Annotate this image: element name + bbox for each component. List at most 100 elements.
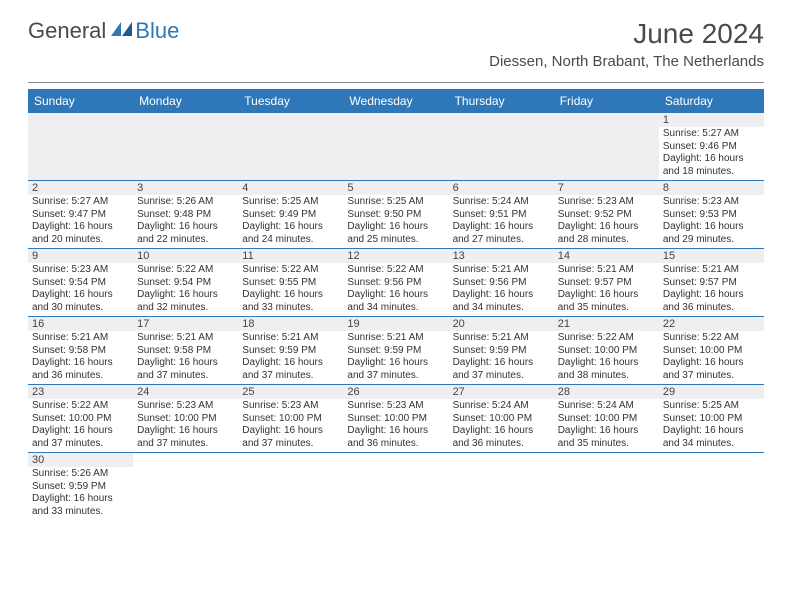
day-line-d2: and 36 minutes. <box>32 370 129 383</box>
day-line-d1: Daylight: 16 hours <box>453 357 550 370</box>
day-content: Sunrise: 5:24 AMSunset: 9:51 PMDaylight:… <box>449 195 554 248</box>
day-line-sunrise: Sunrise: 5:25 AM <box>242 196 339 209</box>
day-line-d2: and 28 minutes. <box>558 234 655 247</box>
day-number: 25 <box>238 385 343 399</box>
day-cell: 28Sunrise: 5:24 AMSunset: 10:00 PMDaylig… <box>554 385 659 452</box>
day-line-sunset: Sunset: 10:00 PM <box>558 345 655 358</box>
day-line-d1: Daylight: 16 hours <box>32 425 129 438</box>
day-cell <box>554 113 659 180</box>
day-content: Sunrise: 5:27 AMSunset: 9:46 PMDaylight:… <box>659 127 764 180</box>
day-header-mon: Monday <box>133 89 238 113</box>
logo-text-blue: Blue <box>135 18 179 44</box>
day-line-d2: and 20 minutes. <box>32 234 129 247</box>
day-cell <box>343 113 448 180</box>
day-cell: 2Sunrise: 5:27 AMSunset: 9:47 PMDaylight… <box>28 181 133 248</box>
day-content: Sunrise: 5:26 AMSunset: 9:59 PMDaylight:… <box>28 467 133 520</box>
day-number: 19 <box>343 317 448 331</box>
day-number: 8 <box>659 181 764 195</box>
day-number: 29 <box>659 385 764 399</box>
day-line-d2: and 37 minutes. <box>242 438 339 451</box>
day-cell <box>238 113 343 180</box>
day-line-sunset: Sunset: 9:52 PM <box>558 209 655 222</box>
day-line-sunset: Sunset: 9:47 PM <box>32 209 129 222</box>
day-line-d1: Daylight: 16 hours <box>347 289 444 302</box>
day-line-sunrise: Sunrise: 5:21 AM <box>663 264 760 277</box>
day-cell: 20Sunrise: 5:21 AMSunset: 9:59 PMDayligh… <box>449 317 554 384</box>
day-line-sunrise: Sunrise: 5:21 AM <box>242 332 339 345</box>
day-cell: 15Sunrise: 5:21 AMSunset: 9:57 PMDayligh… <box>659 249 764 316</box>
day-cell: 17Sunrise: 5:21 AMSunset: 9:58 PMDayligh… <box>133 317 238 384</box>
day-cell: 4Sunrise: 5:25 AMSunset: 9:49 PMDaylight… <box>238 181 343 248</box>
day-line-sunset: Sunset: 9:59 PM <box>347 345 444 358</box>
day-number: 24 <box>133 385 238 399</box>
location: Diessen, North Brabant, The Netherlands <box>489 53 764 70</box>
day-content: Sunrise: 5:21 AMSunset: 9:58 PMDaylight:… <box>28 331 133 384</box>
day-line-sunset: Sunset: 9:56 PM <box>453 277 550 290</box>
day-line-sunrise: Sunrise: 5:23 AM <box>137 400 234 413</box>
week-row: 2Sunrise: 5:27 AMSunset: 9:47 PMDaylight… <box>28 181 764 249</box>
day-cell <box>133 113 238 180</box>
day-line-sunset: Sunset: 9:51 PM <box>453 209 550 222</box>
day-number: 5 <box>343 181 448 195</box>
day-line-sunset: Sunset: 9:54 PM <box>137 277 234 290</box>
day-line-sunrise: Sunrise: 5:22 AM <box>558 332 655 345</box>
day-number: 21 <box>554 317 659 331</box>
day-line-d1: Daylight: 16 hours <box>347 221 444 234</box>
day-line-d1: Daylight: 16 hours <box>558 221 655 234</box>
day-number: 16 <box>28 317 133 331</box>
day-line-d1: Daylight: 16 hours <box>663 221 760 234</box>
day-line-d1: Daylight: 16 hours <box>453 221 550 234</box>
day-line-d1: Daylight: 16 hours <box>663 357 760 370</box>
day-line-d1: Daylight: 16 hours <box>663 425 760 438</box>
day-line-sunset: Sunset: 9:46 PM <box>663 141 760 154</box>
day-content: Sunrise: 5:22 AMSunset: 10:00 PMDaylight… <box>554 331 659 384</box>
day-content: Sunrise: 5:23 AMSunset: 10:00 PMDaylight… <box>133 399 238 452</box>
day-number: 28 <box>554 385 659 399</box>
day-line-sunset: Sunset: 10:00 PM <box>558 413 655 426</box>
day-line-sunrise: Sunrise: 5:24 AM <box>558 400 655 413</box>
day-line-sunrise: Sunrise: 5:26 AM <box>32 468 129 481</box>
day-line-sunset: Sunset: 10:00 PM <box>347 413 444 426</box>
day-line-d1: Daylight: 16 hours <box>453 289 550 302</box>
day-line-sunrise: Sunrise: 5:22 AM <box>242 264 339 277</box>
day-line-d2: and 22 minutes. <box>137 234 234 247</box>
day-number: 10 <box>133 249 238 263</box>
day-line-sunset: Sunset: 9:59 PM <box>32 481 129 494</box>
day-content: Sunrise: 5:23 AMSunset: 9:53 PMDaylight:… <box>659 195 764 248</box>
day-number: 27 <box>449 385 554 399</box>
day-line-sunset: Sunset: 10:00 PM <box>32 413 129 426</box>
day-line-sunset: Sunset: 10:00 PM <box>453 413 550 426</box>
day-header-fri: Friday <box>554 89 659 113</box>
day-line-d1: Daylight: 16 hours <box>242 289 339 302</box>
day-content: Sunrise: 5:22 AMSunset: 10:00 PMDaylight… <box>659 331 764 384</box>
day-cell <box>449 113 554 180</box>
day-number: 9 <box>28 249 133 263</box>
day-cell: 12Sunrise: 5:22 AMSunset: 9:56 PMDayligh… <box>343 249 448 316</box>
week-row: 9Sunrise: 5:23 AMSunset: 9:54 PMDaylight… <box>28 249 764 317</box>
day-content: Sunrise: 5:21 AMSunset: 9:56 PMDaylight:… <box>449 263 554 316</box>
day-content: Sunrise: 5:21 AMSunset: 9:59 PMDaylight:… <box>238 331 343 384</box>
day-number: 23 <box>28 385 133 399</box>
day-number: 11 <box>238 249 343 263</box>
day-cell: 25Sunrise: 5:23 AMSunset: 10:00 PMDaylig… <box>238 385 343 452</box>
header-divider <box>28 82 764 83</box>
day-line-sunset: Sunset: 9:55 PM <box>242 277 339 290</box>
day-line-d2: and 37 minutes. <box>137 438 234 451</box>
day-content: Sunrise: 5:23 AMSunset: 9:52 PMDaylight:… <box>554 195 659 248</box>
header: General Blue June 2024 Diessen, North Br… <box>0 0 792 76</box>
day-content: Sunrise: 5:21 AMSunset: 9:57 PMDaylight:… <box>659 263 764 316</box>
day-line-sunset: Sunset: 10:00 PM <box>242 413 339 426</box>
day-cell: 3Sunrise: 5:26 AMSunset: 9:48 PMDaylight… <box>133 181 238 248</box>
day-line-sunset: Sunset: 10:00 PM <box>663 413 760 426</box>
day-line-d2: and 34 minutes. <box>453 302 550 315</box>
day-cell <box>28 113 133 180</box>
day-cell <box>554 453 659 520</box>
day-number: 20 <box>449 317 554 331</box>
day-header-tue: Tuesday <box>238 89 343 113</box>
day-line-d2: and 37 minutes. <box>137 370 234 383</box>
day-line-d2: and 37 minutes. <box>663 370 760 383</box>
day-line-d2: and 36 minutes. <box>347 438 444 451</box>
day-number: 6 <box>449 181 554 195</box>
day-content: Sunrise: 5:26 AMSunset: 9:48 PMDaylight:… <box>133 195 238 248</box>
day-number: 7 <box>554 181 659 195</box>
